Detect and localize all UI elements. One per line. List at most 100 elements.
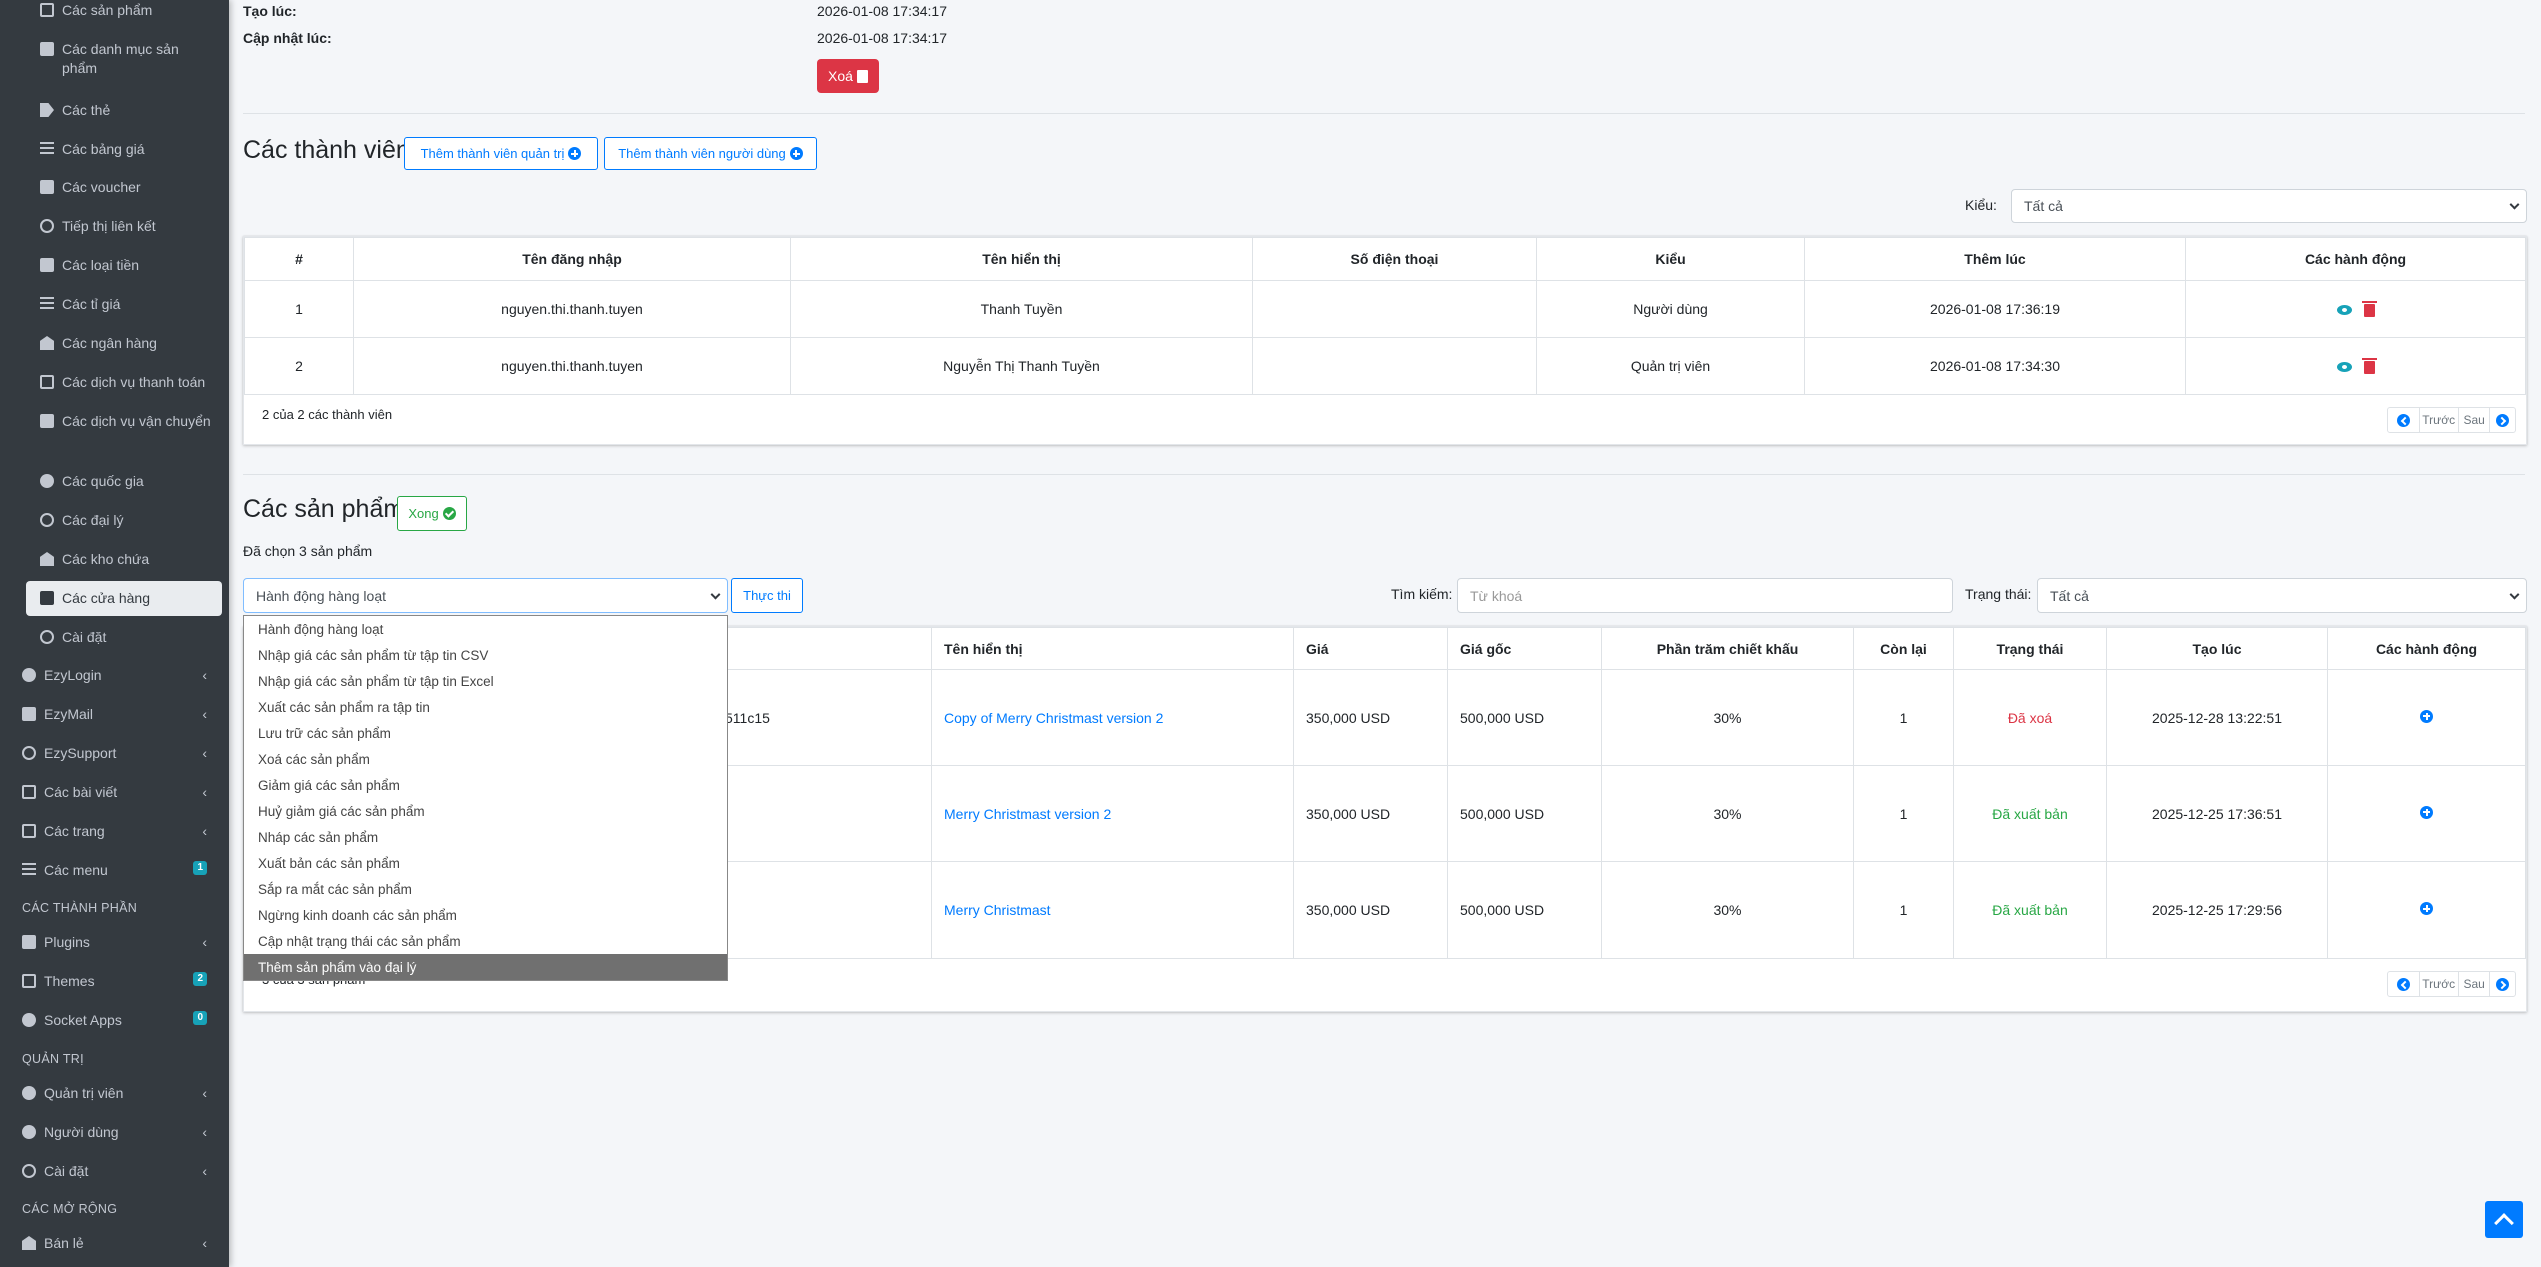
sidebar-item-banks[interactable]: Các ngân hàng xyxy=(26,334,221,353)
next-arrow-button[interactable] xyxy=(2490,408,2515,432)
prev-arrow-button[interactable] xyxy=(2388,408,2420,432)
add-user-member-button[interactable]: Thêm thành viên người dùng xyxy=(604,137,817,170)
cell-added: 2026-01-08 17:34:30 xyxy=(1804,337,2186,395)
sidebar-item-product-categories[interactable]: Các danh mục sản phẩm xyxy=(26,40,221,78)
cell-type: Người dùng xyxy=(1536,280,1805,338)
cell-added: 2026-01-08 17:36:19 xyxy=(1804,280,2186,338)
trash-icon[interactable] xyxy=(2361,300,2377,317)
table-row: 2 nguyen.thi.thanh.tuyen Nguyễn Thị Than… xyxy=(244,337,2526,395)
sidebar-item-settings-sub[interactable]: Cài đặt xyxy=(26,628,221,647)
next-arrow-button[interactable] xyxy=(2490,972,2515,996)
sidebar-item-socket-apps[interactable]: Socket Apps 0 xyxy=(22,1011,221,1030)
dropdown-option-highlighted[interactable]: Thêm sản phẩm vào đại lý xyxy=(244,954,727,980)
sidebar-item-posts[interactable]: Các bài viết ‹ xyxy=(22,783,221,802)
plus-circle-icon[interactable] xyxy=(2420,709,2433,723)
arrow-left-icon xyxy=(2396,413,2410,427)
sidebar-item-admins[interactable]: Quản trị viên ‹ xyxy=(22,1084,221,1103)
dropdown-option[interactable]: Cập nhật trạng thái các sản phẩm xyxy=(258,933,461,949)
sidebar-item-affiliate[interactable]: Tiếp thị liên kết xyxy=(26,217,221,236)
products-title: Các sản phẩm xyxy=(243,495,405,523)
dropdown-option[interactable]: Nhập giá các sản phẩm từ tập tin Excel xyxy=(258,673,494,689)
status-filter-select[interactable]: Tất cả xyxy=(2037,578,2527,613)
search-input[interactable]: Từ khoá xyxy=(1457,578,1953,613)
sidebar-item-tags[interactable]: Các thẻ xyxy=(26,101,221,120)
support-icon xyxy=(22,746,36,760)
col-header: Tên đăng nhập xyxy=(353,237,791,281)
dropdown-option[interactable]: Nháp các sản phẩm xyxy=(258,829,379,845)
exchange-icon xyxy=(40,297,54,311)
sidebar-item-countries[interactable]: Các quốc gia xyxy=(26,472,221,491)
chevron-left-icon: ‹ xyxy=(202,934,207,950)
product-name-link[interactable]: Merry Christmast version 2 xyxy=(931,765,1294,862)
execute-button[interactable]: Thực thi xyxy=(731,578,803,613)
sidebar-item-shipping-services[interactable]: Các dịch vụ vận chuyển xyxy=(26,412,221,431)
plus-circle-icon[interactable] xyxy=(2420,902,2433,915)
sidebar-item-exchange-rates[interactable]: Các tỉ giá xyxy=(26,295,221,314)
dropdown-option[interactable]: Xoá các sản phẩm xyxy=(258,751,370,767)
dropdown-option[interactable]: Giảm giá các sản phẩm xyxy=(258,777,400,793)
cell-actions xyxy=(2327,765,2526,862)
delete-store-button[interactable]: Xoá xyxy=(817,59,879,93)
sidebar-item-plugins[interactable]: Plugins ‹ xyxy=(22,933,221,952)
prev-arrow-button[interactable] xyxy=(2388,972,2420,996)
sidebar-item-ezylogin[interactable]: EzyLogin ‹ xyxy=(22,666,221,685)
cell-price: 350,000 USD xyxy=(1293,669,1448,766)
chevron-left-icon: ‹ xyxy=(202,1235,207,1251)
sidebar-item-settings[interactable]: Cài đặt ‹ xyxy=(22,1162,221,1181)
prev-button[interactable]: Trước xyxy=(2420,972,2459,996)
done-button[interactable]: Xong xyxy=(397,496,467,531)
trash-icon[interactable] xyxy=(2361,357,2377,374)
cell-discount: 30% xyxy=(1601,669,1854,766)
sidebar-item-menus[interactable]: Các menu 1 xyxy=(22,861,221,880)
sidebar-item-products[interactable]: Các sản phẩm xyxy=(26,1,221,20)
sidebar-item-users[interactable]: Người dùng ‹ xyxy=(22,1123,221,1142)
sidebar-item-price-lists[interactable]: Các bảng giá xyxy=(26,140,221,159)
members-table-header: # Tên đăng nhập Tên hiển thị Số điện tho… xyxy=(244,237,2526,281)
add-admin-member-button[interactable]: Thêm thành viên quản trị xyxy=(404,137,598,170)
envelope-icon xyxy=(22,707,36,721)
cell-actions xyxy=(2327,669,2526,766)
dropdown-option[interactable]: Ngừng kinh doanh các sản phẩm xyxy=(258,907,457,923)
view-icon[interactable] xyxy=(2336,362,2352,373)
next-button[interactable]: Sau xyxy=(2459,408,2491,432)
dropdown-option[interactable]: Lưu trữ các sản phẩm xyxy=(258,725,391,741)
sidebar-item-warehouses[interactable]: Các kho chứa xyxy=(26,550,221,569)
dropdown-option[interactable]: Xuất bản các sản phẩm xyxy=(258,855,400,871)
prev-button[interactable]: Trước xyxy=(2420,408,2459,432)
sidebar-item-currencies[interactable]: Các loại tiền xyxy=(26,256,221,275)
sidebar-item-agents[interactable]: Các đại lý xyxy=(26,511,221,530)
dropdown-option[interactable]: Sắp ra mắt các sản phẩm xyxy=(258,881,412,897)
dropdown-option[interactable]: Nhập giá các sản phẩm từ tập tin CSV xyxy=(258,647,489,663)
sidebar-item-pages[interactable]: Các trang ‹ xyxy=(22,822,221,841)
sidebar-item-retail[interactable]: Bán lẻ ‹ xyxy=(22,1234,221,1253)
sidebar-item-themes[interactable]: Themes 2 xyxy=(22,972,221,991)
sidebar-item-ezysupport[interactable]: EzySupport ‹ xyxy=(22,744,221,763)
warehouse-icon xyxy=(40,552,54,566)
view-icon[interactable] xyxy=(2336,305,2352,316)
sidebar-item-ezymail[interactable]: EzyMail ‹ xyxy=(22,705,221,724)
member-type-select[interactable]: Tất cả xyxy=(2011,189,2527,223)
dropdown-option[interactable]: Xuất các sản phẩm ra tập tin xyxy=(258,699,430,715)
users-icon xyxy=(22,1125,36,1139)
members-count: 2 của 2 các thành viên xyxy=(262,407,393,422)
product-name-link[interactable]: Merry Christmast xyxy=(931,861,1294,959)
chevron-left-icon: ‹ xyxy=(202,706,207,722)
dropdown-option[interactable]: Hành động hàng loạt xyxy=(258,621,384,637)
bars-icon xyxy=(22,863,36,877)
plus-circle-icon xyxy=(789,147,803,160)
sidebar-item-stores[interactable]: Các cửa hàng xyxy=(26,589,221,608)
chevron-left-icon: ‹ xyxy=(202,1124,207,1140)
sidebar-item-payment-services[interactable]: Các dịch vụ thanh toán xyxy=(26,373,221,392)
next-button[interactable]: Sau xyxy=(2459,972,2491,996)
bulk-action-select[interactable]: Hành động hàng loạt xyxy=(243,578,728,613)
scroll-to-top-button[interactable] xyxy=(2485,1201,2523,1238)
product-name-link[interactable]: Copy of Merry Christmast version 2 xyxy=(931,669,1294,766)
sidebar-header-admin: QUẢN TRỊ xyxy=(22,1052,84,1066)
sidebar-item-vouchers[interactable]: Các voucher xyxy=(26,178,221,197)
col-header: Còn lại xyxy=(1853,627,1954,670)
page-icon xyxy=(22,824,36,838)
col-header: Phần trăm chiết khấu xyxy=(1601,627,1854,670)
col-header: Trạng thái xyxy=(1953,627,2107,670)
plus-circle-icon[interactable] xyxy=(2420,805,2433,819)
dropdown-option[interactable]: Huỷ giảm giá các sản phẩm xyxy=(258,803,425,819)
